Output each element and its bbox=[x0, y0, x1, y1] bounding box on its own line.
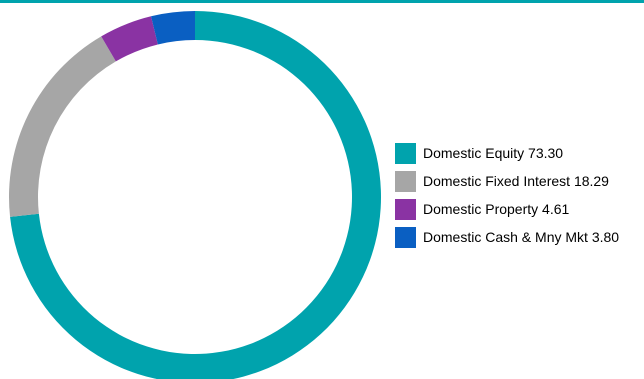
legend-item-domestic-fixed-interest: Domestic Fixed Interest 18.29 bbox=[395, 171, 644, 192]
donut-slice-domestic-fixed-interest bbox=[9, 36, 116, 217]
legend-swatch bbox=[395, 171, 416, 192]
legend-label: Domestic Fixed Interest 18.29 bbox=[423, 173, 609, 189]
legend-swatch bbox=[395, 143, 416, 164]
donut-slice-domestic-property bbox=[101, 16, 158, 62]
top-accent-rule bbox=[0, 0, 644, 3]
legend-label: Domestic Cash & Mny Mkt 3.80 bbox=[423, 229, 620, 245]
legend-label: Domestic Property 4.61 bbox=[423, 201, 570, 217]
chart-legend: Domestic Equity 73.30 Domestic Fixed Int… bbox=[395, 143, 644, 255]
legend-swatch bbox=[395, 227, 416, 248]
legend-swatch bbox=[395, 199, 416, 220]
legend-label: Domestic Equity 73.30 bbox=[423, 145, 564, 161]
legend-item-domestic-property: Domestic Property 4.61 bbox=[395, 199, 644, 220]
legend-item-domestic-equity: Domestic Equity 73.30 bbox=[395, 143, 644, 164]
legend-item-domestic-cash-mny-mkt: Domestic Cash & Mny Mkt 3.80 bbox=[395, 227, 644, 248]
donut-slice-domestic-cash-mny-mkt bbox=[151, 11, 195, 45]
